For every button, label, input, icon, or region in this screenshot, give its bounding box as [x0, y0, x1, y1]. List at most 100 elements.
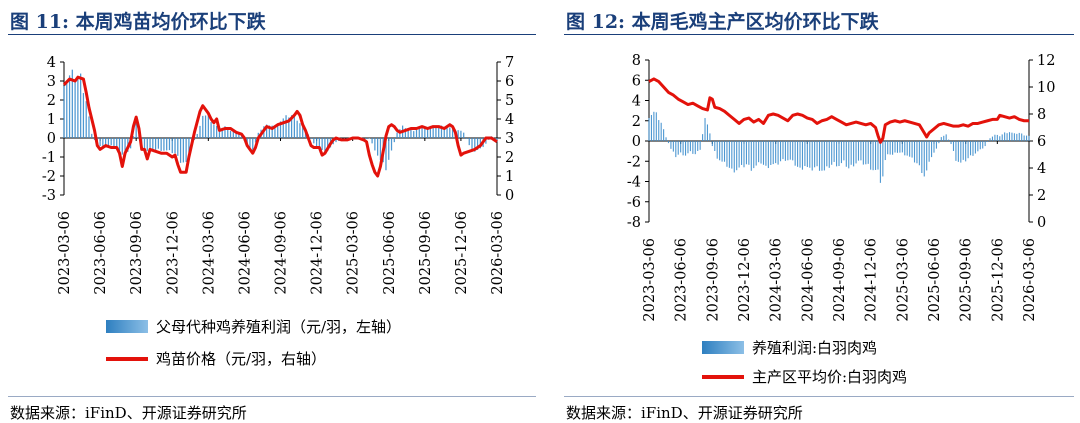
profit-bar	[794, 141, 796, 166]
profit-bar	[877, 141, 879, 170]
profit-bar	[99, 138, 101, 147]
figure-11-source: 数据来源：iFinD、开源证券研究所	[10, 404, 247, 422]
profit-bar	[213, 124, 215, 138]
profit-bar	[850, 141, 852, 165]
profit-bar	[987, 141, 989, 142]
profit-bar	[390, 138, 393, 151]
profit-bar	[465, 138, 468, 139]
x-tick-label: 2025-03-06	[895, 238, 911, 322]
legend-line-label: 主产区平均价:白羽肉鸡	[752, 368, 908, 386]
profit-bar	[816, 141, 818, 167]
profit-bar	[789, 141, 791, 160]
x-tick-label: 2023-12-06	[737, 238, 753, 322]
right-tick-label: 1	[505, 169, 514, 185]
profit-bar	[853, 141, 855, 167]
right-tick-label: 6	[1037, 134, 1046, 150]
profit-bar	[116, 138, 118, 149]
profit-bar	[88, 116, 90, 138]
left-tick-label: 2	[47, 93, 56, 109]
profit-bar	[252, 138, 254, 154]
profit-bar	[154, 138, 157, 150]
profit-bar	[974, 141, 976, 154]
profit-bar	[496, 138, 498, 142]
profit-bar	[663, 129, 665, 141]
profit-bar	[415, 129, 418, 138]
profit-bar	[836, 141, 838, 167]
profit-bar	[991, 136, 994, 141]
right-tick-label: 8	[1037, 107, 1046, 123]
profit-bar	[327, 138, 329, 152]
profit-bar	[238, 133, 240, 138]
legend-bar-item: 养殖利润:白羽肉鸡	[702, 337, 877, 358]
left-tick-label: 4	[632, 94, 641, 110]
profit-bar	[743, 141, 745, 168]
profit-bar	[721, 141, 723, 162]
profit-bar	[107, 138, 110, 147]
profit-bar	[899, 141, 901, 153]
profit-bar	[933, 141, 935, 153]
profit-bar	[709, 133, 711, 141]
profit-bar	[177, 138, 179, 156]
profit-bar	[105, 138, 107, 148]
profit-bar	[485, 138, 487, 144]
profit-bar	[229, 130, 232, 138]
profit-bar	[943, 135, 945, 141]
profit-bar	[368, 138, 370, 139]
profit-bar	[315, 138, 318, 147]
profit-bar	[884, 141, 886, 161]
legend-line-swatch	[702, 374, 744, 379]
profit-bar	[216, 125, 218, 138]
profit-bar	[246, 138, 248, 144]
profit-bar	[806, 141, 808, 168]
profit-bar	[684, 141, 687, 156]
profit-bar	[429, 125, 432, 138]
profit-bar	[736, 141, 738, 171]
profit-bar	[185, 138, 187, 162]
profit-bar	[913, 141, 916, 163]
right-tick-label: 0	[1037, 215, 1046, 231]
profit-bar	[950, 141, 952, 145]
profit-bar	[682, 141, 684, 156]
x-tick-label: 2025-06-06	[382, 211, 398, 295]
profit-bar	[726, 141, 728, 167]
profit-bar	[1026, 135, 1028, 141]
profit-bar	[174, 138, 176, 154]
profit-bar	[667, 141, 670, 144]
profit-bar	[393, 138, 395, 143]
x-tick-label: 2024-03-06	[201, 211, 217, 295]
x-tick-label: 2024-03-06	[769, 238, 785, 322]
profit-bar	[424, 128, 426, 138]
profit-bar	[152, 138, 154, 152]
profit-bar	[658, 120, 660, 141]
profit-bar	[916, 141, 918, 164]
profit-bar	[404, 128, 407, 138]
profit-bar	[1021, 133, 1023, 141]
profit-bar	[874, 141, 877, 170]
profit-bar	[1016, 133, 1018, 141]
profit-bar	[1001, 134, 1003, 141]
profit-bar	[1013, 133, 1015, 141]
profit-bar	[706, 124, 709, 141]
profit-bar	[728, 141, 730, 168]
profit-bar	[748, 141, 750, 165]
profit-bar	[687, 141, 689, 154]
legend-bar-label: 父母代种鸡养殖利润（元/羽，左轴）	[156, 318, 402, 336]
profit-bar	[377, 138, 379, 156]
profit-bar	[904, 141, 906, 156]
profit-bar	[163, 138, 165, 151]
profit-bar	[984, 141, 986, 147]
profit-bar	[765, 141, 767, 166]
profit-bar	[894, 141, 896, 153]
x-tick-label: 2025-12-06	[454, 211, 470, 295]
profit-bar	[371, 138, 373, 144]
profit-bar	[999, 136, 1001, 141]
left-tick-label: 1	[47, 112, 56, 128]
profit-bar	[955, 141, 957, 161]
profit-bar	[831, 141, 833, 165]
profit-bar	[840, 141, 842, 164]
profit-bar	[199, 125, 201, 138]
profit-bar	[772, 141, 774, 165]
profit-bar	[168, 138, 171, 151]
profit-bar	[879, 141, 881, 183]
profit-bar	[66, 80, 68, 138]
